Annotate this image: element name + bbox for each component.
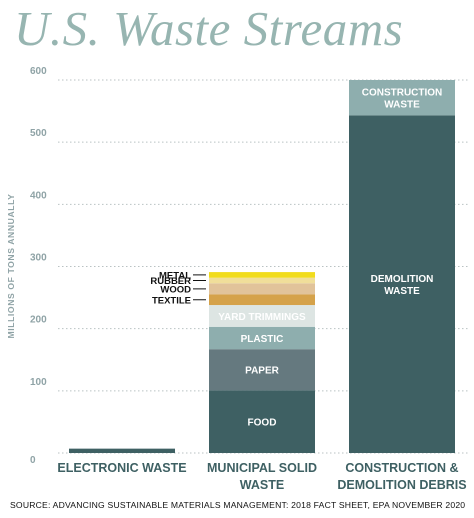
segment-label: FOOD bbox=[248, 418, 277, 429]
bar-segment bbox=[209, 390, 315, 453]
y-tick-label: 0 bbox=[30, 455, 36, 466]
category-label: ELECTRONIC WASTE bbox=[57, 461, 186, 475]
category-label: DEMOLITION DEBRIS bbox=[337, 478, 466, 492]
segment-label: PLASTIC bbox=[241, 334, 284, 345]
y-tick-label: 300 bbox=[30, 253, 47, 264]
y-tick-label: 400 bbox=[30, 190, 47, 201]
y-axis-label: MILLIONS OF TONS ANNUALLY bbox=[6, 193, 16, 338]
bar-segment bbox=[209, 326, 315, 350]
category-label: CONSTRUCTION & bbox=[345, 461, 458, 475]
source-note: SOURCE: ADVANCING SUSTAINABLE MATERIALS … bbox=[10, 500, 466, 510]
segment-label: RUBBER bbox=[150, 276, 191, 287]
chart-title: U.S. Waste Streams bbox=[14, 1, 404, 56]
segment-label: WASTE bbox=[384, 100, 420, 111]
segment-label: PAPER bbox=[245, 366, 279, 377]
category-label: MUNICIPAL SOLID bbox=[207, 461, 317, 475]
y-tick-label: 500 bbox=[30, 128, 47, 139]
segment-label: DEMOLITION bbox=[371, 274, 434, 285]
y-tick-label: 200 bbox=[30, 315, 47, 326]
bar-segment bbox=[349, 80, 455, 116]
bar-segment bbox=[209, 272, 315, 278]
bar-segment bbox=[209, 349, 315, 391]
segment-label: TEXTILE bbox=[152, 295, 191, 306]
segment-label: CONSTRUCTION bbox=[362, 88, 443, 99]
bar-segment bbox=[209, 277, 315, 284]
y-tick-label: 100 bbox=[30, 377, 47, 388]
bar-segment bbox=[209, 283, 315, 295]
y-tick-label: 600 bbox=[30, 66, 47, 77]
bar-segment bbox=[209, 294, 315, 306]
segment-label: METAL bbox=[159, 270, 191, 281]
bar-segment bbox=[209, 305, 315, 327]
category-label: WASTE bbox=[240, 478, 284, 492]
segment-label: YARD TRIMMINGS bbox=[218, 312, 306, 323]
segment-label: WOOD bbox=[160, 284, 191, 295]
segment-label: WASTE bbox=[384, 286, 420, 297]
bar-segment bbox=[349, 115, 455, 453]
bar-segment bbox=[69, 448, 175, 453]
